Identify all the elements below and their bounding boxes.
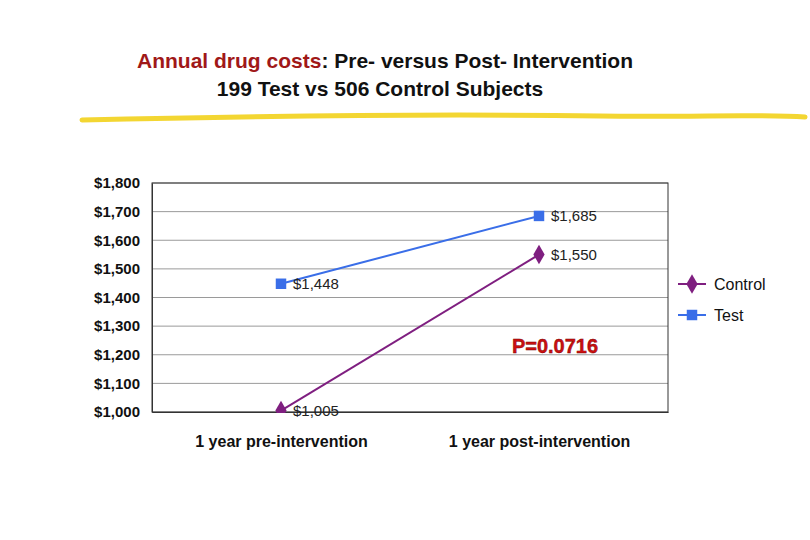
legend-label: Test	[714, 307, 744, 324]
series-marker	[534, 211, 544, 221]
y-tick-label: $1,500	[94, 260, 140, 277]
data-labels: $1,005 $1,550 $1,448 $1,685	[293, 207, 597, 419]
series-line	[281, 216, 539, 284]
plot-frame	[152, 183, 668, 412]
y-tick: $1,200	[94, 346, 152, 363]
y-tick-label: $1,300	[94, 317, 140, 334]
title-rest: : Pre- versus Post- Intervention	[321, 49, 633, 72]
x-tick-label: 1 year pre-intervention	[195, 433, 368, 450]
legend-marker	[687, 310, 697, 320]
data-label: $1,448	[293, 275, 339, 292]
y-tick-label: $1,400	[94, 289, 140, 306]
legend-marker	[686, 274, 697, 294]
data-label: $1,685	[551, 207, 597, 224]
y-tick-label: $1,200	[94, 346, 140, 363]
grid-line	[152, 383, 668, 384]
title-highlight: Annual drug costs	[137, 49, 321, 72]
grid-line	[152, 326, 668, 327]
plot-area	[275, 211, 544, 413]
y-tick-label: $1,700	[94, 203, 140, 220]
y-axis: $1,000 $1,100 $1,200 $1,300 $1,400 $1,500 $1,6…	[94, 174, 152, 420]
grid-line	[152, 240, 668, 241]
series-marker	[275, 401, 286, 413]
chart: Annual drug costs: Pre- versus Post- Int…	[0, 0, 810, 540]
y-tick: $1,700	[94, 203, 152, 220]
y-tick: $1,000	[94, 403, 152, 420]
y-tick: $1,100	[94, 375, 152, 392]
y-tick-label: $1,000	[94, 403, 140, 420]
title: Annual drug costs: Pre- versus Post- Int…	[137, 49, 633, 72]
grid-line	[152, 297, 668, 298]
x-tick: 1 year pre-intervention	[195, 412, 368, 450]
x-axis-line	[153, 412, 669, 413]
y-tick: $1,300	[94, 317, 152, 334]
x-tick: 1 year post-intervention	[449, 412, 630, 450]
y-tick-label: $1,100	[94, 375, 140, 392]
series-marker	[533, 245, 544, 265]
data-label: $1,550	[551, 246, 597, 263]
y-tick-label: $1,600	[94, 232, 140, 249]
series-line	[281, 255, 539, 411]
annotation: P=0.0716	[512, 335, 598, 357]
series-marker	[276, 279, 286, 289]
y-tick: $1,600	[94, 232, 152, 249]
y-tick: $1,800	[94, 174, 152, 191]
y-axis-line	[152, 184, 153, 413]
grid-line	[152, 268, 668, 269]
legend-label: Control	[714, 276, 766, 293]
grid	[152, 183, 668, 412]
y-tick: $1,400	[94, 289, 152, 306]
title-underline	[82, 115, 805, 120]
y-tick-label: $1,800	[94, 174, 140, 191]
subtitle: 199 Test vs 506 Control Subjects	[217, 77, 543, 100]
legend: Control Test	[678, 274, 766, 324]
y-tick: $1,500	[94, 260, 152, 277]
x-axis: 1 year pre-intervention 1 year post-inter…	[153, 412, 669, 450]
data-label: $1,005	[293, 402, 339, 419]
x-tick-label: 1 year post-intervention	[449, 433, 630, 450]
